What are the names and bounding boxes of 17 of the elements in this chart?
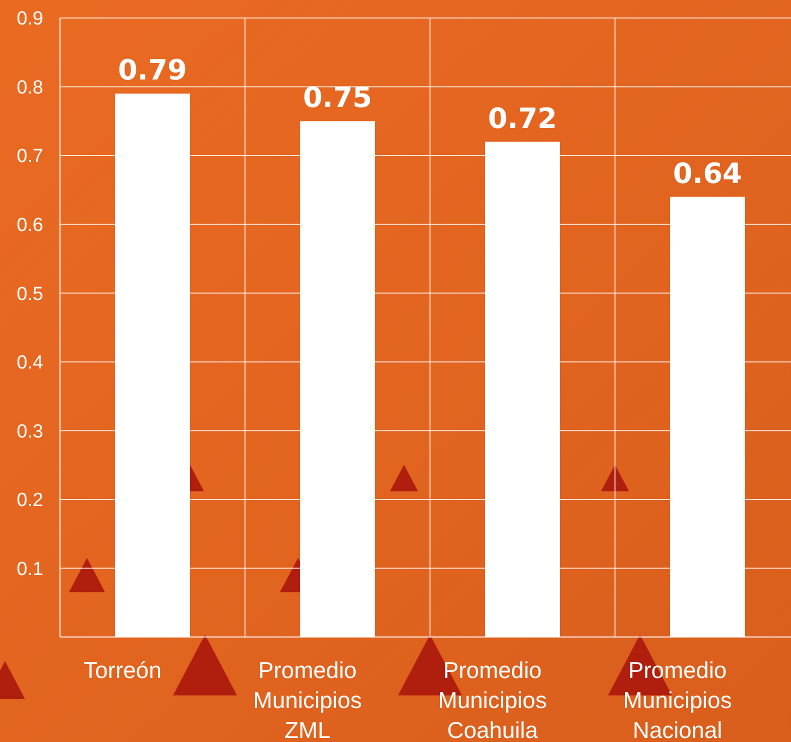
y-tick-label: 0.7 [16,146,44,168]
y-tick-label: 0.6 [16,214,44,236]
y-tick-label: 0.5 [16,284,44,305]
y-tick-label: 0.4 [16,352,44,374]
data-label: 0.64 [672,156,742,190]
y-tick-label: 0.3 [16,421,44,442]
x-tick-label: Promedio Municipios ZML [253,657,362,742]
data-label: 0.75 [302,81,372,114]
x-tick-label: Promedio Municipios Coahuila [438,657,547,742]
data-label: 0.72 [488,102,558,135]
x-tick-label: Promedio Municipios Nacional [623,657,732,742]
data-label: 0.79 [118,54,188,87]
y-tick-label: 0.9 [16,8,44,30]
y-tick-label: 0.1 [16,558,44,580]
y-tick-label: 0.2 [16,490,44,512]
x-tick-label: Torreón [84,657,162,683]
y-tick-label: 0.8 [16,77,44,98]
